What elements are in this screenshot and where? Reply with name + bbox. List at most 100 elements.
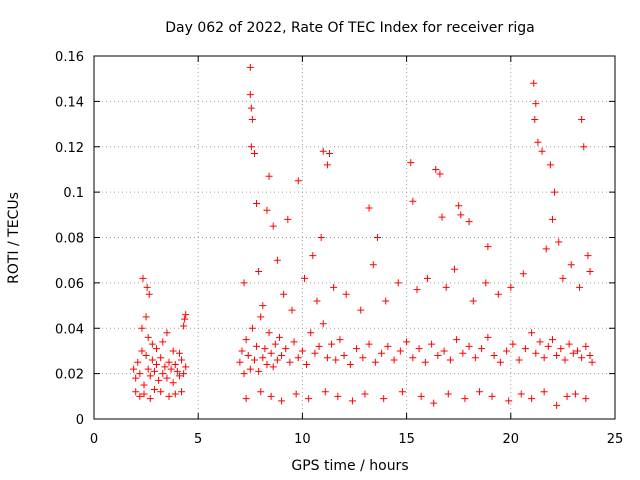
data-point xyxy=(325,150,333,158)
data-point xyxy=(178,356,186,364)
data-point xyxy=(373,234,381,241)
data-point xyxy=(148,356,156,364)
y-tick-label: 0.04 xyxy=(55,322,84,337)
data-point xyxy=(484,243,492,251)
data-point xyxy=(578,354,586,362)
data-point xyxy=(271,340,279,348)
data-point xyxy=(353,345,361,353)
x-axis-label: GPS time / hours xyxy=(291,458,408,474)
data-point xyxy=(461,395,469,403)
data-point xyxy=(536,338,544,346)
data-point xyxy=(269,363,277,371)
data-point xyxy=(478,345,486,353)
data-point xyxy=(175,372,183,380)
data-point xyxy=(323,354,331,362)
data-point xyxy=(273,256,281,264)
data-point xyxy=(136,370,144,378)
data-point xyxy=(169,347,177,355)
data-point xyxy=(521,345,529,353)
data-point xyxy=(248,324,256,332)
data-point xyxy=(469,297,477,305)
data-point xyxy=(171,361,179,369)
data-point xyxy=(465,342,473,350)
data-point xyxy=(278,397,286,405)
data-point xyxy=(544,342,552,350)
data-point xyxy=(146,372,154,380)
data-point xyxy=(371,358,379,366)
data-point xyxy=(515,356,523,364)
data-point xyxy=(265,329,273,337)
data-point xyxy=(159,338,167,346)
data-point xyxy=(182,363,190,371)
data-point xyxy=(307,329,315,337)
data-point xyxy=(342,290,350,298)
data-point xyxy=(503,347,511,355)
data-point xyxy=(294,177,302,185)
data-point xyxy=(163,374,171,382)
x-tick-label: 5 xyxy=(194,432,202,447)
data-point xyxy=(532,349,540,357)
data-point xyxy=(309,252,317,260)
data-point xyxy=(143,283,151,291)
data-point xyxy=(155,376,163,384)
data-point xyxy=(586,268,594,276)
data-point xyxy=(538,147,546,155)
data-point xyxy=(561,356,569,364)
data-point xyxy=(438,213,446,221)
data-point xyxy=(490,351,498,359)
data-point xyxy=(546,161,554,169)
data-point xyxy=(294,354,302,362)
data-point xyxy=(488,392,496,400)
data-point xyxy=(248,116,256,124)
chart-title: Day 062 of 2022, Rate Of TEC Index for r… xyxy=(165,20,534,36)
data-point xyxy=(175,349,183,357)
data-point xyxy=(278,351,286,359)
data-point xyxy=(430,399,438,407)
data-point xyxy=(553,401,561,409)
data-point xyxy=(471,354,479,362)
data-point xyxy=(142,351,150,359)
data-point xyxy=(275,333,283,341)
data-point xyxy=(361,390,369,398)
data-point xyxy=(311,349,319,357)
data-point xyxy=(267,349,275,357)
data-point xyxy=(259,354,267,362)
data-point xyxy=(340,351,348,359)
data-point xyxy=(382,297,390,305)
data-point xyxy=(150,367,158,375)
data-point xyxy=(428,340,436,348)
data-point xyxy=(459,349,467,357)
data-point xyxy=(161,363,169,371)
data-point xyxy=(557,345,565,353)
data-point xyxy=(136,392,144,400)
data-point xyxy=(446,356,454,364)
y-tick-label: 0.16 xyxy=(55,50,84,65)
data-point xyxy=(148,340,156,348)
data-point xyxy=(531,116,539,124)
data-point xyxy=(444,390,452,398)
data-point xyxy=(242,336,250,344)
data-point xyxy=(384,342,392,350)
data-point xyxy=(132,374,140,382)
data-point xyxy=(576,283,584,291)
data-point xyxy=(153,361,161,369)
data-point xyxy=(465,218,473,226)
data-point xyxy=(365,204,373,212)
data-point xyxy=(247,104,255,112)
data-point xyxy=(282,345,290,353)
data-point xyxy=(138,324,146,332)
data-point xyxy=(330,283,338,291)
data-point xyxy=(455,202,463,210)
data-point xyxy=(507,283,515,291)
data-point xyxy=(484,333,492,341)
data-point xyxy=(321,388,329,396)
data-point xyxy=(265,172,273,180)
data-point xyxy=(542,245,550,253)
data-point xyxy=(394,279,402,287)
data-point xyxy=(421,358,429,366)
y-tick-label: 0.14 xyxy=(55,95,84,110)
data-point xyxy=(457,211,465,219)
data-point xyxy=(246,63,254,71)
data-point xyxy=(253,199,261,207)
